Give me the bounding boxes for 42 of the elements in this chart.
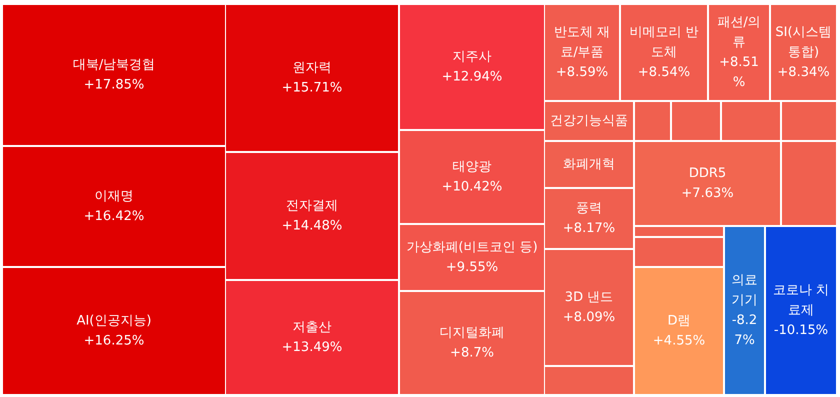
category-label: 저출산 <box>292 320 332 335</box>
data-label: +8.34% <box>777 64 830 80</box>
category-label: 디지털화폐 <box>440 325 504 340</box>
category-label: SI(시스템통합) <box>775 24 832 60</box>
data-label: -8.27% <box>732 312 758 348</box>
category-label: DDR5 <box>688 166 726 181</box>
data-label: +12.94% <box>442 69 502 84</box>
data-label: +7.63% <box>681 186 734 201</box>
data-label: +15.71% <box>282 80 342 96</box>
data-label: +4.55% <box>652 333 706 348</box>
category-label: D램 <box>667 313 691 328</box>
data-label: +14.48% <box>282 218 342 234</box>
category-label: 화폐개혁 <box>563 156 615 172</box>
data-label: +8.59% <box>556 64 608 80</box>
category-label: 의료기기 <box>732 272 758 308</box>
category-label: 비메모리 반도체 <box>629 24 699 60</box>
category-label: 태양광 <box>452 159 492 174</box>
data-label: +8.09% <box>562 310 616 325</box>
data-label: +8.17% <box>562 220 616 236</box>
data-label: +13.49% <box>282 340 342 355</box>
data-label: +8.7% <box>450 345 494 360</box>
category-label: 이재명 <box>94 188 134 204</box>
category-label: 전자결제 <box>286 198 338 214</box>
category-label: 건강기능식품 <box>550 113 628 128</box>
category-label: AI(인공지능) <box>76 313 152 328</box>
category-label: 풍력 <box>576 200 602 216</box>
data-label: -10.15% <box>774 322 828 338</box>
category-label: 지주사 <box>452 49 492 64</box>
category-label: 3D 낸드 <box>564 290 614 305</box>
data-label: +17.85% <box>84 77 144 92</box>
data-label: +9.55% <box>446 260 498 275</box>
category-label: 대북/남북경협 <box>72 57 156 72</box>
data-label: +8.51% <box>719 54 759 90</box>
category-label: 반도체 재료/부품 <box>554 24 610 60</box>
category-label: 패션/의류 <box>717 14 761 50</box>
category-label: 원자력 <box>292 60 332 76</box>
data-label: +10.42% <box>442 179 502 194</box>
data-label: +8.54% <box>638 64 690 80</box>
category-label: 가상화폐(비트코인 등) <box>406 240 538 255</box>
data-label: +16.25% <box>84 333 144 348</box>
category-label: 코로나 치료제 <box>772 282 830 318</box>
data-label: +16.42% <box>84 208 144 224</box>
